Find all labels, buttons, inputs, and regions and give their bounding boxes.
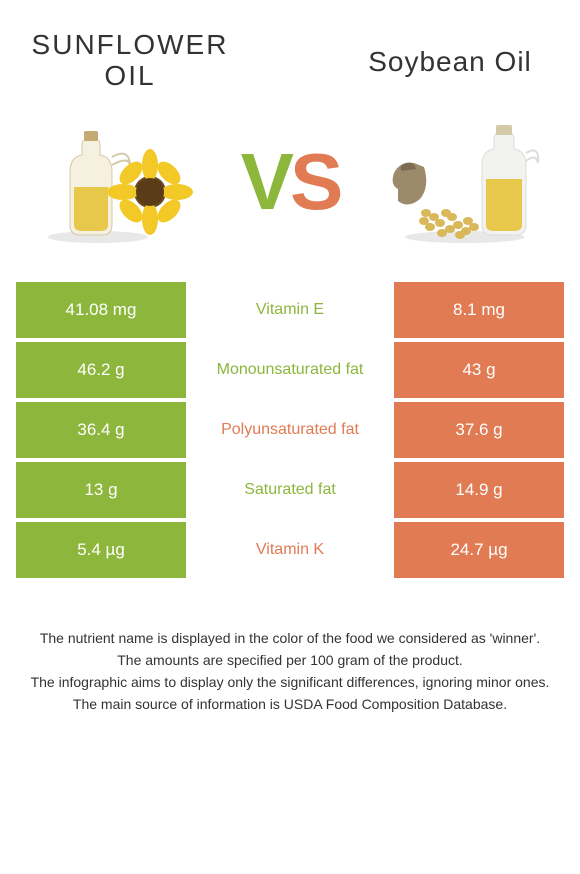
left-product-image [30,112,210,252]
left-value: 13 g [16,462,186,518]
sunflower-oil-icon [40,117,200,247]
right-product-image [370,112,550,252]
vs-s: S [290,136,339,228]
nutrient-label: Vitamin K [186,522,394,578]
footer-line: The main source of information is USDA F… [24,694,556,714]
footer-notes: The nutrient name is displayed in the co… [0,578,580,715]
left-value: 36.4 g [16,402,186,458]
header: SUNFLOWER OIL Soybean Oil [0,0,580,102]
comparison-table: 41.08 mg Vitamin E 8.1 mg 46.2 g Monouns… [16,282,564,578]
right-value: 14.9 g [394,462,564,518]
vs-label: VS [241,136,340,228]
right-value: 8.1 mg [394,282,564,338]
right-value: 24.7 µg [394,522,564,578]
nutrient-label: Polyunsaturated fat [186,402,394,458]
footer-line: The amounts are specified per 100 gram o… [24,650,556,670]
soybean-oil-icon [380,117,540,247]
table-row: 36.4 g Polyunsaturated fat 37.6 g [16,402,564,458]
table-row: 13 g Saturated fat 14.9 g [16,462,564,518]
nutrient-label: Saturated fat [186,462,394,518]
right-value: 43 g [394,342,564,398]
table-row: 41.08 mg Vitamin E 8.1 mg [16,282,564,338]
nutrient-label: Monounsaturated fat [186,342,394,398]
table-row: 5.4 µg Vitamin K 24.7 µg [16,522,564,578]
vs-v: V [241,136,290,228]
right-value: 37.6 g [394,402,564,458]
left-title: SUNFLOWER OIL [30,30,230,92]
left-value: 41.08 mg [16,282,186,338]
nutrient-label: Vitamin E [186,282,394,338]
left-value: 46.2 g [16,342,186,398]
footer-line: The nutrient name is displayed in the co… [24,628,556,648]
left-value: 5.4 µg [16,522,186,578]
table-row: 46.2 g Monounsaturated fat 43 g [16,342,564,398]
images-row: VS [0,102,580,282]
right-title: Soybean Oil [350,30,550,78]
footer-line: The infographic aims to display only the… [24,672,556,692]
